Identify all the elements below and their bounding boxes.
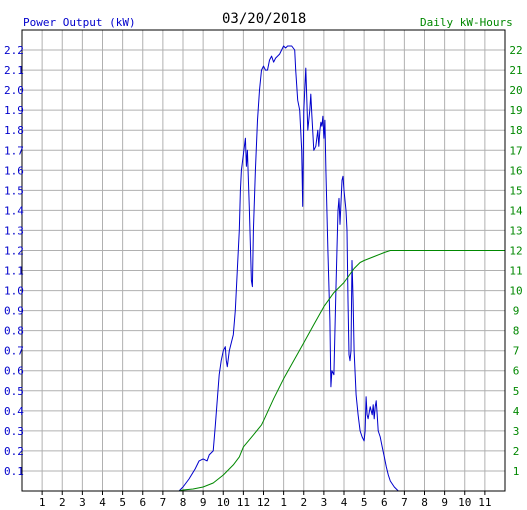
y-right-tick-label: 21: [509, 64, 522, 77]
x-tick-label: 9: [200, 496, 207, 509]
chart-date-title: 03/20/2018: [222, 11, 307, 27]
y-right-tick-label: 10: [509, 285, 522, 298]
y-right-tick-label: 15: [509, 184, 522, 197]
x-tick-label: 5: [119, 496, 126, 509]
y-right-tick-label: 19: [509, 104, 522, 117]
y-left-tick-label: 1.2: [4, 244, 24, 257]
y-right-tick-label: 18: [509, 124, 522, 137]
y-left-tick-label: 0.6: [4, 365, 24, 378]
y-right-tick-label: 14: [509, 204, 523, 217]
right-axis-title: Daily kW-Hours: [420, 16, 513, 29]
y-right-tick-label: 4: [513, 405, 520, 418]
y-right-tick-label: 5: [513, 385, 520, 398]
y-right-tick-label: 6: [513, 365, 520, 378]
y-left-tick-label: 1.7: [4, 144, 24, 157]
x-tick-label: 4: [341, 496, 348, 509]
y-left-tick-label: 0.8: [4, 325, 24, 338]
x-tick-label: 7: [401, 496, 408, 509]
left-axis-title: Power Output (kW): [23, 16, 136, 29]
y-left-tick-label: 0.4: [4, 405, 24, 418]
y-right-tick-label: 22: [509, 44, 522, 57]
x-tick-label: 2: [300, 496, 307, 509]
x-tick-label: 6: [139, 496, 146, 509]
y-right-tick-label: 11: [509, 265, 522, 278]
y-right-tick-label: 1: [513, 465, 520, 478]
x-tick-label: 8: [180, 496, 187, 509]
y-left-tick-label: 2.2: [4, 44, 24, 57]
power-series-line: [22, 45, 505, 492]
x-tick-label: 1: [280, 496, 287, 509]
y-left-tick-label: 0.9: [4, 305, 24, 318]
y-right-tick-label: 3: [513, 425, 520, 438]
tick-labels: 1 2 3 4 5 6 7 8 9 10 11 12 1 2 3 4 5 6 7 8 9 10 110.10.20.30.4…: [4, 44, 523, 509]
x-tick-label: 1: [39, 496, 46, 509]
x-tick-label: 4: [99, 496, 106, 509]
x-tick-label: 11: [478, 496, 491, 509]
x-tick-label: 3: [321, 496, 328, 509]
x-tick-label: 5: [361, 496, 368, 509]
series-layer: [22, 45, 505, 492]
y-left-tick-label: 1.9: [4, 104, 24, 117]
axes: [21, 29, 506, 495]
y-right-tick-label: 8: [513, 325, 520, 338]
y-left-tick-label: 1.3: [4, 224, 24, 237]
x-tick-label: 12: [257, 496, 270, 509]
x-tick-label: 2: [59, 496, 66, 509]
y-left-tick-label: 0.3: [4, 425, 24, 438]
y-left-tick-label: 2.0: [4, 84, 24, 97]
y-right-tick-label: 16: [509, 164, 522, 177]
y-left-tick-label: 1.8: [4, 124, 24, 137]
x-tick-label: 11: [237, 496, 250, 509]
y-left-tick-label: 1.0: [4, 285, 24, 298]
x-tick-label: 10: [217, 496, 230, 509]
y-right-tick-label: 17: [509, 144, 522, 157]
x-tick-label: 7: [160, 496, 167, 509]
y-left-tick-label: 1.5: [4, 184, 24, 197]
x-tick-label: 8: [421, 496, 428, 509]
y-right-tick-label: 12: [509, 244, 522, 257]
y-right-tick-label: 13: [509, 224, 522, 237]
x-tick-label: 9: [441, 496, 448, 509]
x-tick-label: 3: [79, 496, 86, 509]
x-tick-label: 6: [381, 496, 388, 509]
grid: [22, 30, 505, 491]
energy-series-line: [22, 250, 505, 492]
y-left-tick-label: 0.7: [4, 345, 24, 358]
y-right-tick-label: 2: [513, 445, 520, 458]
y-left-tick-label: 0.5: [4, 385, 24, 398]
y-left-tick-label: 1.6: [4, 164, 24, 177]
y-left-tick-label: 1.1: [4, 265, 24, 278]
x-tick-label: 10: [458, 496, 471, 509]
y-right-tick-label: 7: [513, 345, 520, 358]
y-left-tick-label: 0.2: [4, 445, 24, 458]
y-left-tick-label: 0.1: [4, 465, 24, 478]
y-left-tick-label: 1.4: [4, 204, 24, 217]
y-right-tick-label: 20: [509, 84, 522, 97]
y-left-tick-label: 2.1: [4, 64, 24, 77]
y-right-tick-label: 9: [513, 305, 520, 318]
